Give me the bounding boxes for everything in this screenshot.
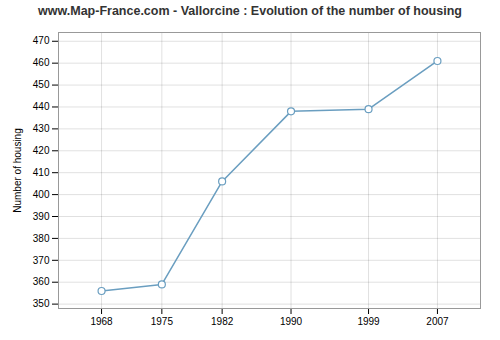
svg-text:360: 360 [33,276,50,287]
svg-text:470: 470 [33,35,50,46]
svg-text:1999: 1999 [357,316,380,327]
svg-text:380: 380 [33,233,50,244]
svg-text:410: 410 [33,167,50,178]
html-text:www.Map-France.com - Vallorcin: www.Map-France.com - Vallorcine : Evolut… [38,4,462,18]
svg-text:1982: 1982 [211,316,234,327]
svg-text:2007: 2007 [426,316,449,327]
svg-text:440: 440 [33,101,50,112]
svg-text:460: 460 [33,57,50,68]
svg-text:390: 390 [33,211,50,222]
svg-text:450: 450 [33,79,50,90]
svg-text:1990: 1990 [280,316,303,327]
svg-text:430: 430 [33,123,50,134]
svg-text:Number of housing: Number of housing [12,128,23,213]
svg-text:1968: 1968 [90,316,113,327]
svg-text:1975: 1975 [151,316,174,327]
svg-text:370: 370 [33,255,50,266]
svg-text:420: 420 [33,145,50,156]
svg-text:350: 350 [33,298,50,309]
svg-text:400: 400 [33,189,50,200]
